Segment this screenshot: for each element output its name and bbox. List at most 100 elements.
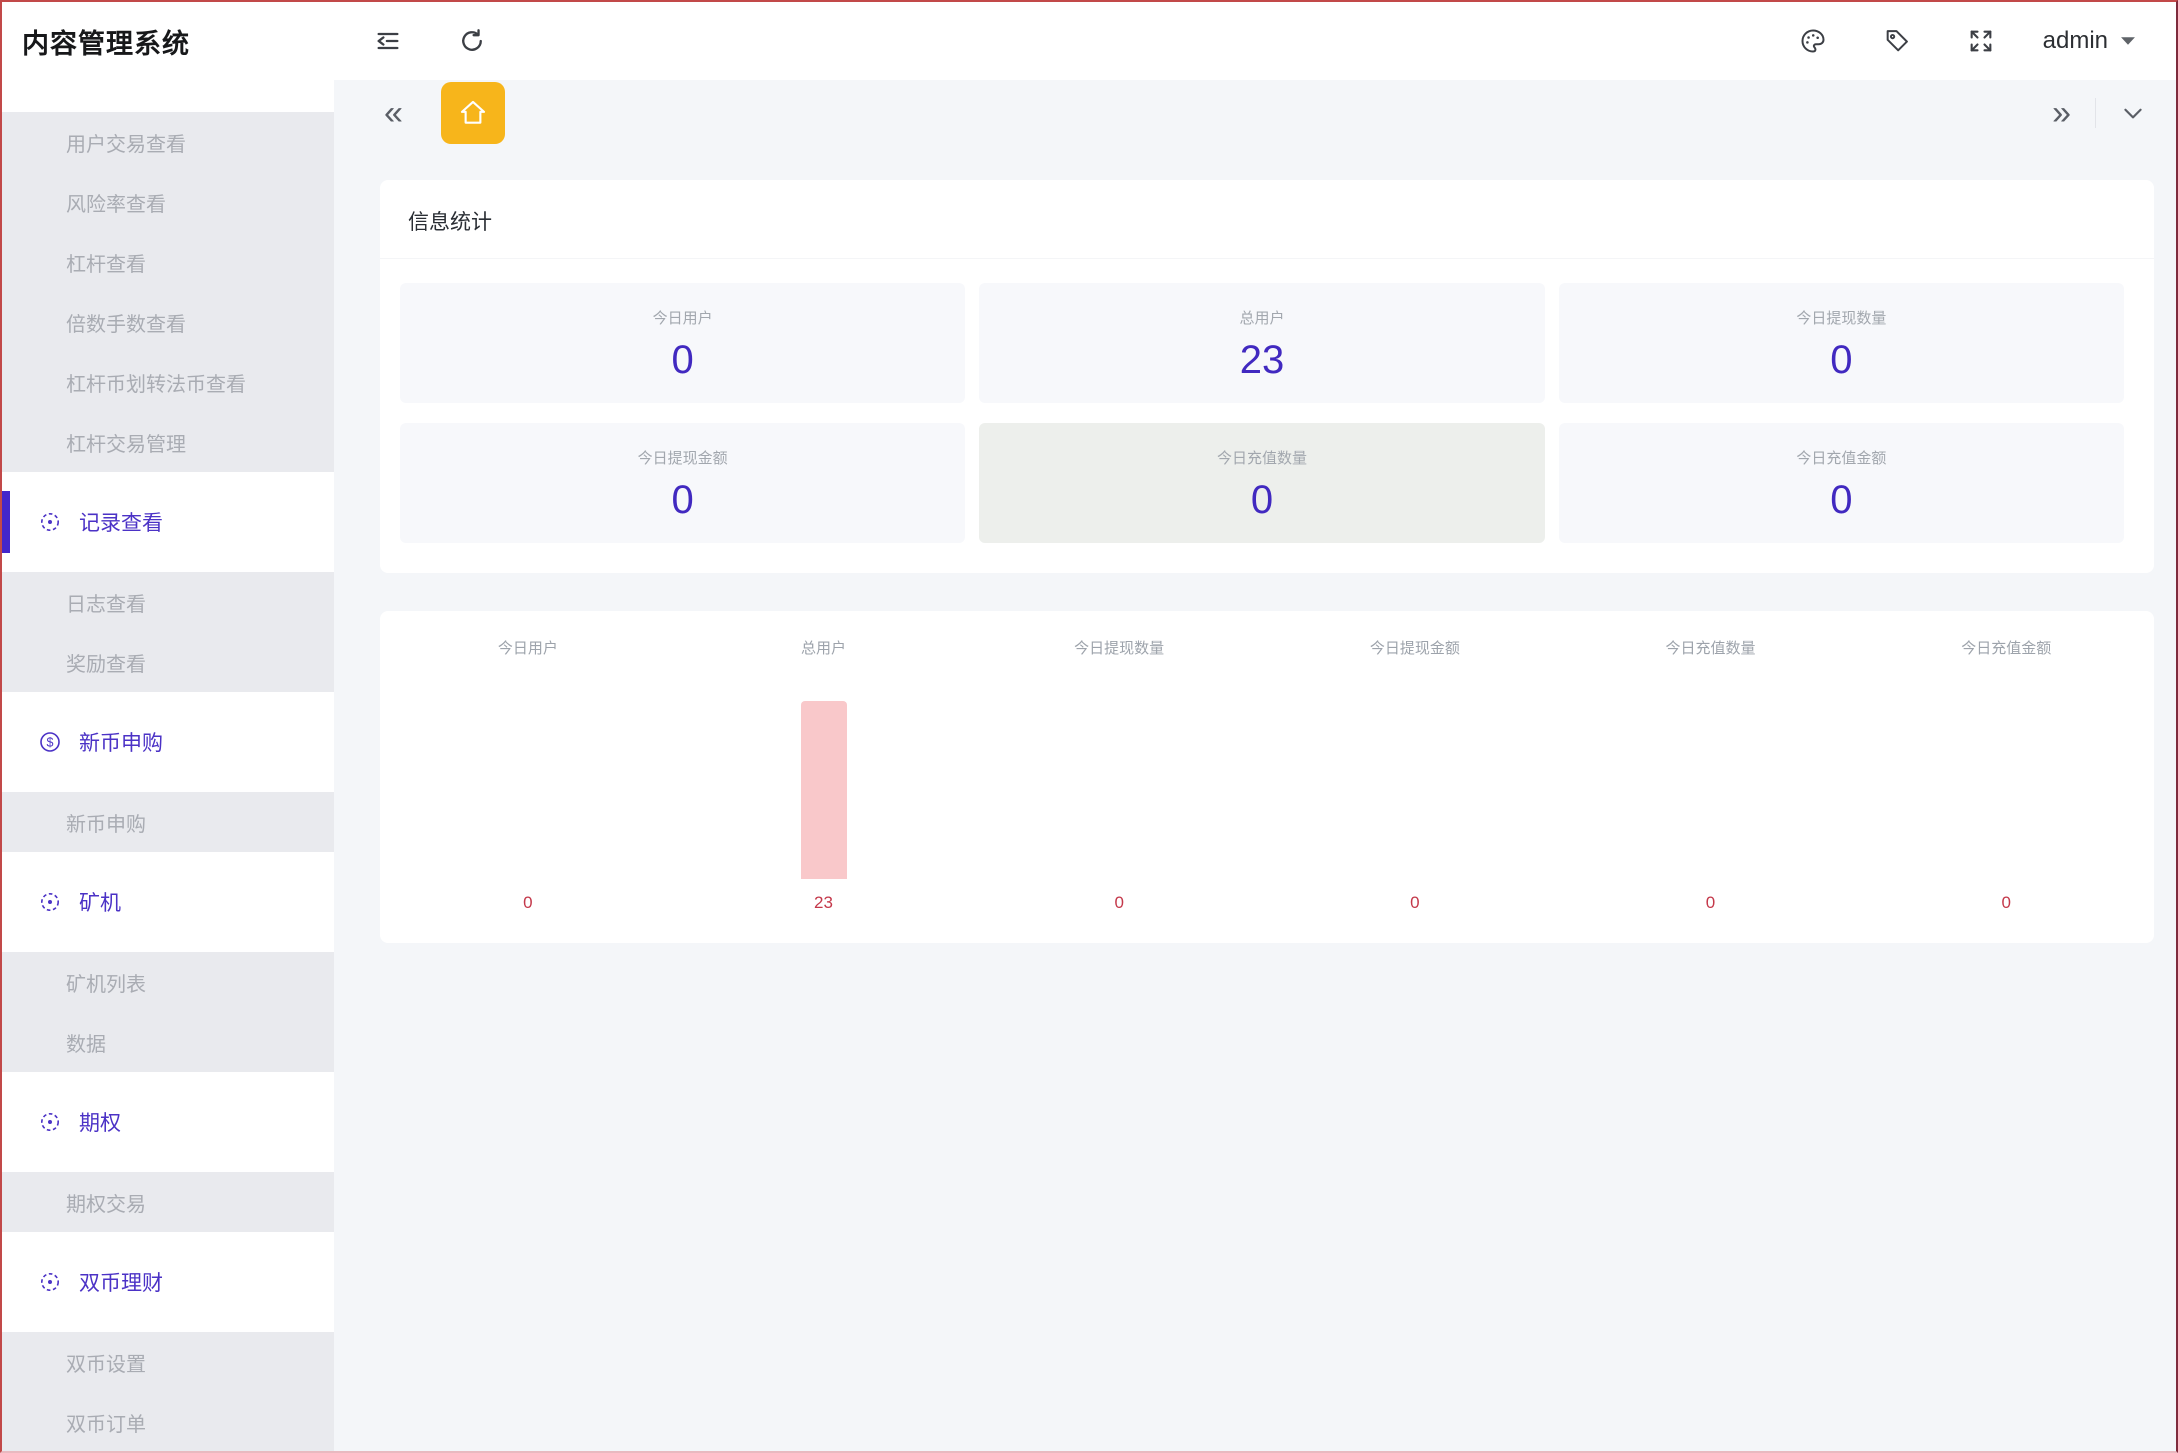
sidebar-item-label: 期权交易 [66,1193,146,1216]
tab-bar: « » [334,80,2176,146]
sidebar-item[interactable]: 倍数手数查看 [2,292,334,352]
sidebar-item[interactable]: 双币订单 [2,1392,334,1451]
stat-tile-label: 今日充值数量 [1216,449,1307,467]
chart-card: 今日用户 0 总用户 23 今日提现数量 0 今日提现金额 0 今日充值数量 0 今日充值金额 0 [380,611,2154,943]
sidebar-item[interactable]: 期权交易 [2,1172,334,1232]
tabs-scroll-right-icon[interactable]: » [2052,94,2071,132]
tab-home[interactable] [440,82,505,144]
chevron-down-icon[interactable] [2120,100,2146,126]
sidebar: 用户交易查看 风险率查看杠杆查看倍数手数查看杠杆币划转法币查看杠杆交易管理记录查看… [2,80,334,1451]
sidebar-item-label: 矿机 [79,892,121,915]
stat-tile-label: 今日用户 [652,309,713,327]
chart-column-value: 0 [2001,893,2011,912]
bar-area [1267,666,1563,879]
sidebar-item[interactable]: 矿机列表 [2,952,334,1012]
user-menu[interactable]: admin [2043,27,2136,55]
sidebar-item[interactable]: 双币理财 [2,1232,334,1332]
sidebar-item[interactable]: 双币设置 [2,1332,334,1392]
sidebar-item[interactable]: 记录查看 [2,472,334,572]
bar-area [971,666,1267,879]
stat-tile-value: 0 [1250,477,1274,522]
chart-column: 今日充值数量 0 [1563,637,1859,919]
sidebar-item[interactable]: 用户交易查看 [2,112,334,172]
sidebar-item-label: 杠杆币划转法币查看 [66,373,246,396]
chart-column-header: 今日用户 [497,640,558,657]
sidebar-item-label: 奖励查看 [66,653,146,676]
chart-column-value: 0 [1410,893,1420,912]
bar-area [1563,666,1859,879]
sidebar-item-label: 数据 [66,1033,106,1056]
chart-column: 总用户 23 [676,637,972,919]
stat-tile-label: 今日充值金额 [1796,449,1887,467]
stat-tile-value: 0 [671,337,694,382]
tab-bar-divider [2095,98,2096,128]
sidebar-item-label: 倍数手数查看 [66,313,186,336]
chart-column-value: 23 [814,893,833,912]
sidebar-item-label: 新币申购 [66,813,146,836]
stat-tile-value: 23 [1239,337,1285,382]
sidebar-item[interactable]: 杠杆查看 [2,232,334,292]
main-area: « » 信息统计 今日用户 0 总用户 23 今日 [334,80,2176,1451]
chart-column-header: 总用户 [801,640,847,657]
tabs-scroll-left-icon[interactable]: « [384,94,403,132]
refresh-icon[interactable] [458,27,486,55]
chart-column-value: 0 [523,893,533,912]
stat-tile: 今日提现金额 0 [400,423,966,543]
sidebar-item-label: 新币申购 [79,732,163,755]
chart-column-value: 0 [1114,893,1124,912]
stat-tile: 今日充值数量 0 [979,423,1545,543]
content: 信息统计 今日用户 0 总用户 23 今日提现数量 0 今日提现金额 0 今日充值数量 0 今日充值… [334,146,2176,943]
stat-tile: 今日用户 0 [400,283,966,403]
aim-icon [38,1110,62,1134]
sidebar-item[interactable]: 数据 [2,1012,334,1072]
sidebar-spacer [2,80,334,112]
stat-tile: 今日充值金额 0 [1558,423,2124,543]
stat-tile-value: 0 [1830,477,1853,522]
sidebar-item-label: 双币设置 [66,1353,146,1376]
active-menu-indicator [2,491,10,553]
chart-column-header: 今日充值金额 [1961,640,2052,657]
sidebar-item-label: 双币订单 [66,1413,146,1436]
svg-text:$: $ [47,736,54,750]
palette-icon[interactable] [1799,27,1827,55]
sidebar-item[interactable]: 日志查看 [2,572,334,632]
tag-icon[interactable] [1883,27,1911,55]
sidebar-item-label: 风险率查看 [66,193,166,216]
fullscreen-icon[interactable] [1967,27,1995,55]
caret-down-icon [2121,36,2135,45]
bar-area [676,666,972,879]
chart-column: 今日用户 0 [380,637,676,919]
sidebar-item-label: 双币理财 [79,1272,163,1295]
chart-column-header: 今日提现数量 [1074,640,1165,657]
sidebar-item[interactable]: 新币申购 [2,792,334,852]
sidebar-item[interactable]: 杠杆交易管理 [2,412,334,472]
fold-sidebar-icon[interactable] [374,27,402,55]
body-row: 用户交易查看 风险率查看杠杆查看倍数手数查看杠杆币划转法币查看杠杆交易管理记录查看… [2,80,2176,1451]
sidebar-item-label: 杠杆查看 [66,253,146,276]
sidebar-item-label: 期权 [79,1112,121,1135]
sidebar-item-label: 记录查看 [79,512,163,535]
stat-tile-label: 今日提现金额 [637,449,728,467]
sidebar-item-label: 日志查看 [66,593,146,616]
chart-column: 今日充值金额 0 [1858,637,2154,919]
stat-tile-label: 今日提现数量 [1796,309,1887,327]
aim-icon [38,890,62,914]
sidebar-item[interactable]: 矿机 [2,852,334,952]
sidebar-item[interactable]: 杠杆币划转法币查看 [2,352,334,412]
sidebar-item[interactable]: 奖励查看 [2,632,334,692]
app-title: 内容管理系统 [22,28,190,59]
sidebar-item-label: 用户交易查看 [66,133,186,156]
sidebar-menu: 用户交易查看 风险率查看杠杆查看倍数手数查看杠杆币划转法币查看杠杆交易管理记录查看… [2,112,334,1451]
chart-column: 今日提现数量 0 [971,637,1267,919]
aim-icon [38,510,62,534]
stats-grid: 今日用户 0 总用户 23 今日提现数量 0 今日提现金额 0 今日充值数量 0 今日充值金额 0 [380,259,2154,573]
stat-tile-label: 总用户 [1239,309,1285,327]
sidebar-item[interactable]: 风险率查看 [2,172,334,232]
stat-tile: 今日提现数量 0 [1558,283,2124,403]
chart-column-value: 0 [1705,893,1716,912]
sidebar-item[interactable]: 期权 [2,1072,334,1172]
sidebar-item[interactable]: $ 新币申购 [2,692,334,792]
dollar-icon: $ [38,730,62,754]
stat-tile: 总用户 23 [979,283,1545,403]
